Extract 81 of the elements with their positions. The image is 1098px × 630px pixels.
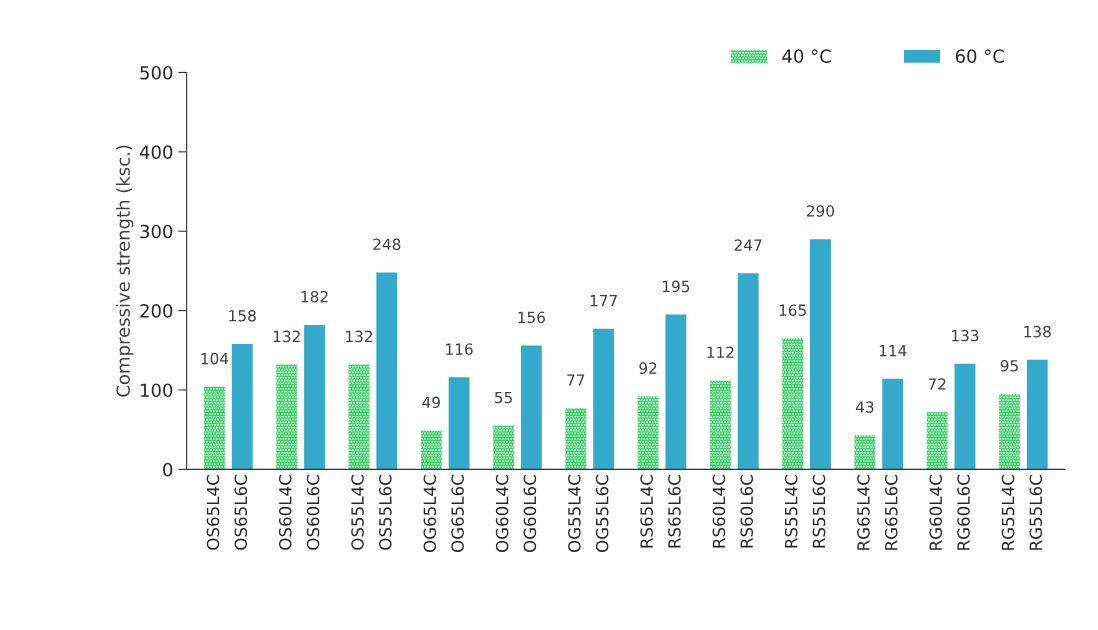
data-label: 132 bbox=[273, 330, 300, 343]
data-label: 77 bbox=[567, 374, 585, 386]
x-tick-label: OS55L6C bbox=[379, 475, 392, 550]
x-tick-label: OG55L4C bbox=[568, 475, 581, 553]
data-label: 248 bbox=[373, 238, 401, 251]
x-tick-label: RS55L4C bbox=[784, 475, 798, 548]
bar bbox=[926, 412, 948, 470]
bar bbox=[448, 377, 470, 470]
bar bbox=[231, 343, 253, 470]
data-label: 158 bbox=[229, 309, 256, 322]
x-tick-label: RS65L6C bbox=[668, 475, 681, 548]
data-label: 165 bbox=[779, 304, 806, 316]
x-tick-label: OG60L4C bbox=[495, 475, 509, 553]
data-label: 92 bbox=[639, 362, 657, 374]
bar bbox=[565, 408, 587, 470]
y-tick-label: 400 bbox=[139, 145, 173, 159]
bar bbox=[999, 393, 1020, 470]
x-tick-label: OG65L4C bbox=[423, 475, 437, 553]
x-tick-label: OS65L6C bbox=[234, 475, 248, 550]
data-label: 138 bbox=[1024, 325, 1051, 338]
bar bbox=[348, 364, 370, 470]
y-tick-label: 500 bbox=[140, 65, 173, 80]
bar bbox=[954, 363, 976, 470]
bar bbox=[637, 396, 659, 470]
data-label: 116 bbox=[446, 343, 473, 355]
bar bbox=[276, 364, 298, 470]
bar bbox=[810, 239, 831, 470]
x-tick-label: RS65L4C bbox=[640, 475, 653, 548]
y-tick-label: 300 bbox=[140, 224, 173, 239]
bar bbox=[854, 435, 876, 470]
data-label: 114 bbox=[879, 345, 907, 357]
y-tick-label: 200 bbox=[140, 304, 173, 318]
x-tick-label: RG65L4C bbox=[857, 475, 870, 550]
bar bbox=[304, 324, 325, 470]
bar bbox=[782, 338, 804, 470]
x-tick-label: RS60L6C bbox=[740, 475, 753, 548]
legend-label: 60 °C bbox=[955, 49, 1004, 63]
data-label: 133 bbox=[952, 329, 979, 342]
y-tick-label: 0 bbox=[163, 462, 173, 477]
data-label: 112 bbox=[707, 346, 734, 358]
x-tick-label: RG60L4C bbox=[929, 475, 943, 550]
x-tick-label: RS60L4C bbox=[712, 475, 726, 548]
x-tick-label: RG55L6C bbox=[1029, 475, 1043, 550]
y-axis-title: Compressive strength (ksc.) bbox=[115, 145, 134, 397]
data-label: 49 bbox=[422, 396, 440, 409]
data-label: 104 bbox=[201, 352, 229, 365]
bar bbox=[376, 272, 398, 470]
bar bbox=[204, 386, 225, 470]
data-label: 182 bbox=[301, 290, 328, 303]
x-tick-label: RG60L6C bbox=[957, 475, 970, 550]
bar bbox=[520, 345, 542, 470]
x-tick-label: OS60L4C bbox=[278, 475, 292, 550]
data-label: 290 bbox=[806, 205, 835, 217]
data-label: 132 bbox=[346, 330, 373, 343]
x-tick-label: OG60L6C bbox=[523, 475, 537, 553]
x-tick-label: RG65L6C bbox=[884, 475, 898, 550]
data-label: 195 bbox=[662, 280, 690, 293]
bar bbox=[665, 314, 687, 470]
bar bbox=[493, 425, 514, 470]
data-label: 247 bbox=[734, 239, 762, 251]
x-tick-label: RS55L6C bbox=[812, 475, 826, 548]
x-tick-label: OS60L6C bbox=[306, 475, 320, 550]
data-label: 95 bbox=[1000, 359, 1018, 372]
bar bbox=[420, 430, 442, 470]
data-label: 177 bbox=[590, 295, 617, 307]
x-tick-label: OS65L4C bbox=[206, 475, 220, 550]
data-label: 72 bbox=[928, 378, 946, 390]
bar bbox=[737, 273, 759, 470]
legend-label: 40 °C bbox=[782, 49, 831, 63]
bar bbox=[593, 328, 615, 470]
x-tick-label: OS55L4C bbox=[351, 475, 364, 550]
data-label: 43 bbox=[855, 401, 874, 413]
data-label: 156 bbox=[518, 311, 545, 324]
x-tick-label: OG55L6C bbox=[595, 475, 609, 553]
bar bbox=[709, 380, 731, 470]
x-tick-label: OG65L6C bbox=[451, 475, 464, 553]
data-label: 55 bbox=[495, 391, 512, 404]
x-tick-label: RG55L4C bbox=[1001, 475, 1015, 550]
bar bbox=[1026, 359, 1048, 470]
bar bbox=[882, 378, 904, 470]
y-tick-label: 100 bbox=[140, 383, 173, 398]
